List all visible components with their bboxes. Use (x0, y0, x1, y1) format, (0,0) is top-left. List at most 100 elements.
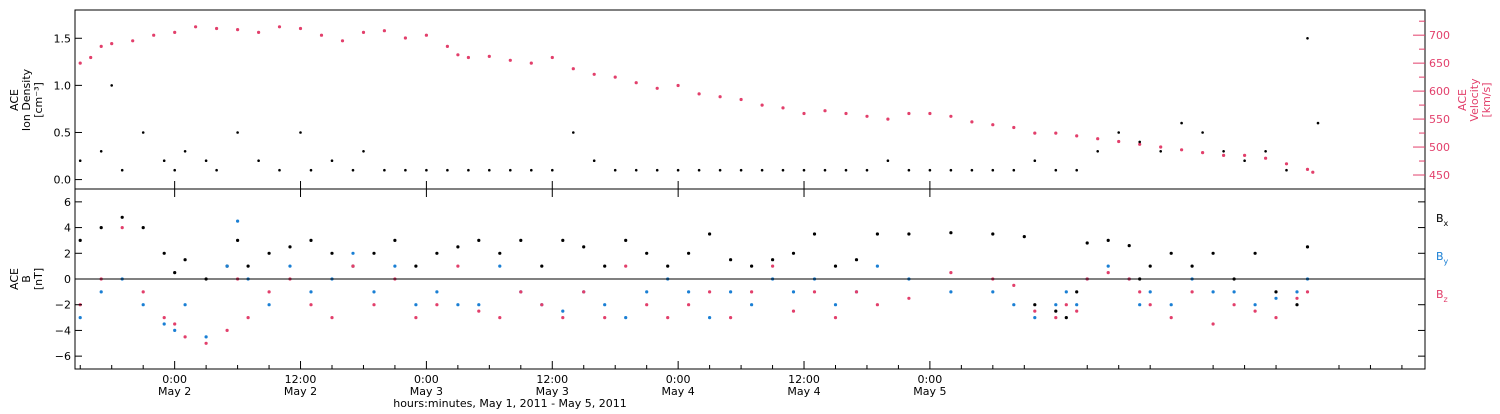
by-point-54 (1169, 303, 1173, 307)
xtick-time-label-5: 12:00 (788, 373, 820, 386)
xtick-time-label-0: 0:00 (162, 373, 187, 386)
density-point-13 (299, 131, 302, 134)
bx-point-3 (141, 226, 145, 230)
density-point-27 (572, 131, 575, 134)
legend-bx-sub: x (1444, 219, 1449, 228)
density-point-50 (1054, 168, 1058, 172)
density-ylabel-line-0: ACE (8, 89, 21, 111)
legend-bz: Bz (1436, 288, 1448, 304)
velocity-point-25 (550, 55, 554, 60)
density-point-49 (1033, 159, 1037, 162)
velocity-point-55 (1180, 148, 1184, 152)
xtick-date-label-5: May 4 (787, 385, 820, 398)
density-point-52 (1096, 150, 1099, 153)
velocity-point-2 (99, 44, 103, 49)
by-point-29 (645, 290, 649, 294)
by-point-52 (1138, 303, 1142, 307)
bz-point-7 (204, 341, 208, 345)
bz-point-53 (1148, 303, 1152, 307)
by-point-38 (833, 303, 838, 307)
density-ytick-label-2: 1.0 (54, 79, 72, 92)
velocity-point-30 (655, 86, 659, 90)
bz-point-42 (949, 271, 953, 275)
bx-point-19 (435, 251, 439, 255)
bx-point-1 (99, 226, 103, 230)
velocity-point-20 (456, 53, 460, 57)
velocity-point-56 (1201, 151, 1205, 155)
bz-point-40 (875, 303, 880, 307)
bz-point-5 (173, 322, 177, 326)
density-point-56 (1180, 121, 1183, 125)
by-point-19 (435, 290, 439, 294)
bx-point-54 (1169, 251, 1173, 255)
bx-point-24 (540, 264, 544, 268)
density-ytick-label-1: 0.5 (54, 126, 72, 139)
velocity-ytick-label-3: 600 (1429, 85, 1450, 98)
by-point-50 (1106, 264, 1110, 268)
density-point-2 (110, 84, 113, 87)
by-point-45 (1033, 316, 1037, 320)
bz-point-50 (1106, 271, 1110, 275)
bz-point-41 (907, 296, 911, 300)
velocity-ylabel-line-0: ACE (1456, 89, 1469, 111)
density-point-4 (141, 131, 145, 134)
axes (74, 9, 1426, 370)
legend-bx-base: B (1436, 212, 1444, 225)
bz-point-60 (1295, 296, 1299, 300)
by-point-8 (225, 264, 229, 268)
density-point-57 (1201, 131, 1204, 134)
velocity-point-6 (173, 30, 177, 34)
velocity-point-62 (1311, 170, 1315, 174)
by-point-60 (1295, 290, 1299, 294)
velocity-point-8 (215, 26, 219, 31)
density-point-9 (215, 168, 218, 172)
bz-point-4 (162, 316, 166, 320)
density-point-41 (865, 168, 869, 172)
xtick-date-label-3: May 3 (536, 385, 569, 398)
top-panel-data (78, 25, 1320, 174)
bx-point-29 (645, 251, 649, 255)
velocity-point-26 (571, 67, 575, 71)
bz-point-2 (120, 226, 124, 230)
bx-point-40 (875, 232, 880, 236)
bz-point-22 (498, 316, 502, 320)
bz-point-56 (1211, 322, 1215, 326)
density-point-40 (844, 168, 848, 172)
bz-point-35 (771, 264, 775, 268)
bx-point-49 (1085, 241, 1089, 245)
bx-point-6 (183, 258, 187, 262)
bz-point-38 (833, 316, 838, 320)
by-point-57 (1232, 290, 1236, 294)
bfield-ytick-label-1: −4 (55, 324, 71, 337)
velocity-point-61 (1305, 167, 1310, 171)
by-point-12 (288, 264, 292, 268)
density-point-12 (278, 168, 281, 172)
velocity-point-48 (1033, 131, 1037, 135)
velocity-point-53 (1138, 142, 1142, 146)
velocity-point-10 (257, 30, 261, 34)
bx-point-20 (456, 245, 460, 249)
velocity-point-45 (970, 120, 974, 124)
bx-point-38 (833, 264, 838, 268)
density-point-29 (613, 168, 617, 172)
bx-point-37 (812, 232, 817, 236)
density-point-25 (530, 168, 533, 172)
by-point-43 (991, 290, 995, 294)
bx-point-48 (1075, 290, 1079, 294)
by-point-40 (875, 264, 880, 268)
density-point-62 (1306, 37, 1309, 40)
x-axis-title: hours:minutes, May 1, 2011 - May 5, 2011 (393, 397, 627, 410)
bx-point-13 (309, 238, 313, 242)
xtick-date-label-6: May 5 (913, 385, 946, 398)
velocity-point-34 (739, 97, 743, 102)
bz-point-16 (372, 303, 376, 307)
velocity-point-59 (1264, 156, 1268, 160)
by-point-28 (624, 316, 628, 320)
xtick-time-label-1: 12:00 (285, 373, 317, 386)
velocity-point-32 (697, 92, 701, 96)
by-point-56 (1211, 290, 1215, 294)
xtick-time-label-4: 0:00 (666, 373, 691, 386)
bx-point-27 (603, 264, 607, 268)
velocity-point-29 (634, 81, 638, 85)
velocity-point-47 (1012, 125, 1016, 130)
